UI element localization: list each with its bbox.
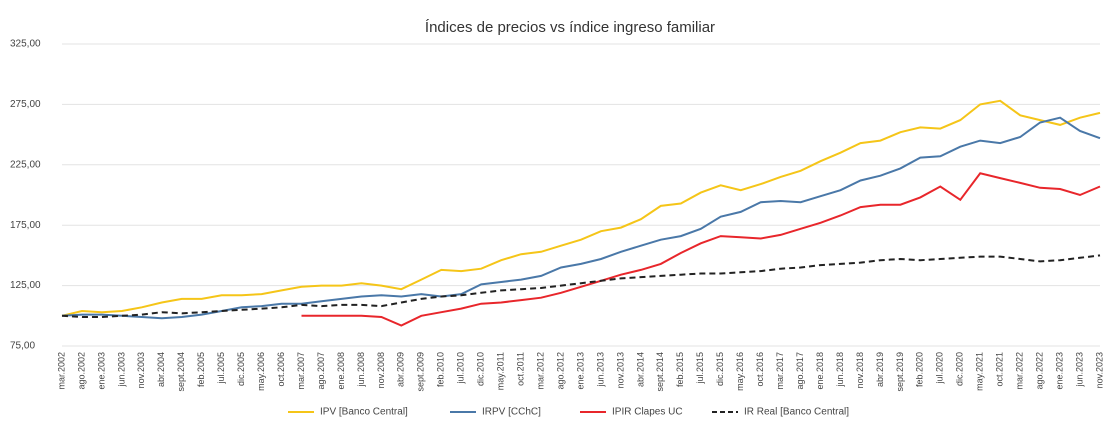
- x-tick-label: nov.2008: [376, 352, 386, 388]
- x-tick-label: mar.2022: [1015, 352, 1025, 390]
- x-tick-label: feb.2020: [915, 352, 925, 387]
- legend-label: IPV [Banco Central]: [320, 407, 408, 418]
- series-line: [61, 99, 1101, 317]
- y-tick-label: 275,00: [10, 99, 41, 110]
- x-tick-label: dic.2020: [955, 352, 965, 386]
- x-tick-label: ene.2003: [96, 352, 106, 390]
- x-tick-label: mar.2012: [535, 352, 545, 390]
- x-tick-label: jun.2023: [1074, 352, 1084, 388]
- x-tick-label: ago.2007: [316, 352, 326, 390]
- x-tick-label: sept.2004: [176, 352, 186, 392]
- x-tick-label: jun.2003: [116, 352, 126, 388]
- x-tick-label: mar.2007: [296, 352, 306, 390]
- x-tick-label: dic.2015: [715, 352, 725, 386]
- x-tick-label: feb.2010: [436, 352, 446, 387]
- x-tick-label: dic.2010: [476, 352, 486, 386]
- x-tick-label: jul.2015: [695, 352, 705, 385]
- x-tick-label: nov.2018: [855, 352, 865, 388]
- y-tick-label: 125,00: [10, 280, 41, 291]
- x-tick-label: jun.2013: [595, 352, 605, 388]
- x-tick-label: ago.2012: [555, 352, 565, 390]
- x-tick-label: mar.2002: [56, 352, 66, 390]
- y-tick-label: 75,00: [10, 341, 35, 352]
- x-tick-label: jul.2005: [216, 352, 226, 385]
- x-tick-label: ene.2013: [575, 352, 585, 390]
- x-tick-label: ene.2008: [336, 352, 346, 390]
- x-tick-label: nov.2023: [1094, 352, 1104, 388]
- x-tick-label: abr.2009: [396, 352, 406, 387]
- x-tick-label: oct.2021: [995, 352, 1005, 387]
- x-tick-label: may.2011: [496, 352, 506, 390]
- x-tick-label: oct.2016: [755, 352, 765, 387]
- x-tick-label: ene.2023: [1054, 352, 1064, 390]
- x-tick-label: may.2016: [735, 352, 745, 391]
- x-tick-label: nov.2003: [136, 352, 146, 388]
- legend-label: IR Real [Banco Central]: [744, 407, 849, 418]
- legend-label: IPIR Clapes UC: [612, 407, 683, 418]
- x-tick-label: abr.2004: [156, 352, 166, 387]
- y-tick-label: 225,00: [10, 159, 41, 170]
- legend-label: IRPV [CChC]: [482, 407, 541, 418]
- series-line: [61, 116, 1101, 320]
- x-tick-label: feb.2005: [196, 352, 206, 387]
- x-tick-label: jun.2018: [835, 352, 845, 388]
- x-tick-label: jul.2020: [935, 352, 945, 385]
- chart-title: Índices de precios vs índice ingreso fam…: [425, 19, 715, 36]
- x-tick-label: abr.2014: [635, 352, 645, 387]
- x-tick-label: jul.2010: [456, 352, 466, 385]
- y-tick-label: 175,00: [10, 220, 41, 231]
- x-tick-label: abr.2019: [875, 352, 885, 387]
- x-tick-label: ago.2002: [76, 352, 86, 390]
- series-line: [61, 254, 1101, 318]
- x-tick-label: nov.2013: [615, 352, 625, 388]
- x-tick-label: oct.2011: [515, 352, 525, 386]
- x-tick-label: oct.2006: [276, 352, 286, 387]
- x-tick-label: ago.2022: [1034, 352, 1044, 390]
- x-tick-label: may.2021: [975, 352, 985, 391]
- series-line: [301, 172, 1101, 327]
- x-tick-label: sept.2019: [895, 352, 905, 392]
- x-tick-label: ago.2017: [795, 352, 805, 390]
- x-tick-label: ene.2018: [815, 352, 825, 390]
- x-tick-label: may.2006: [256, 352, 266, 391]
- x-tick-label: mar.2017: [775, 352, 785, 390]
- x-tick-label: sept.2014: [655, 352, 665, 392]
- x-tick-label: jun.2008: [356, 352, 366, 388]
- x-tick-label: feb.2015: [675, 352, 685, 387]
- y-tick-label: 325,00: [10, 39, 41, 50]
- x-tick-label: sept.2009: [416, 352, 426, 392]
- x-tick-label: dic.2005: [236, 352, 246, 386]
